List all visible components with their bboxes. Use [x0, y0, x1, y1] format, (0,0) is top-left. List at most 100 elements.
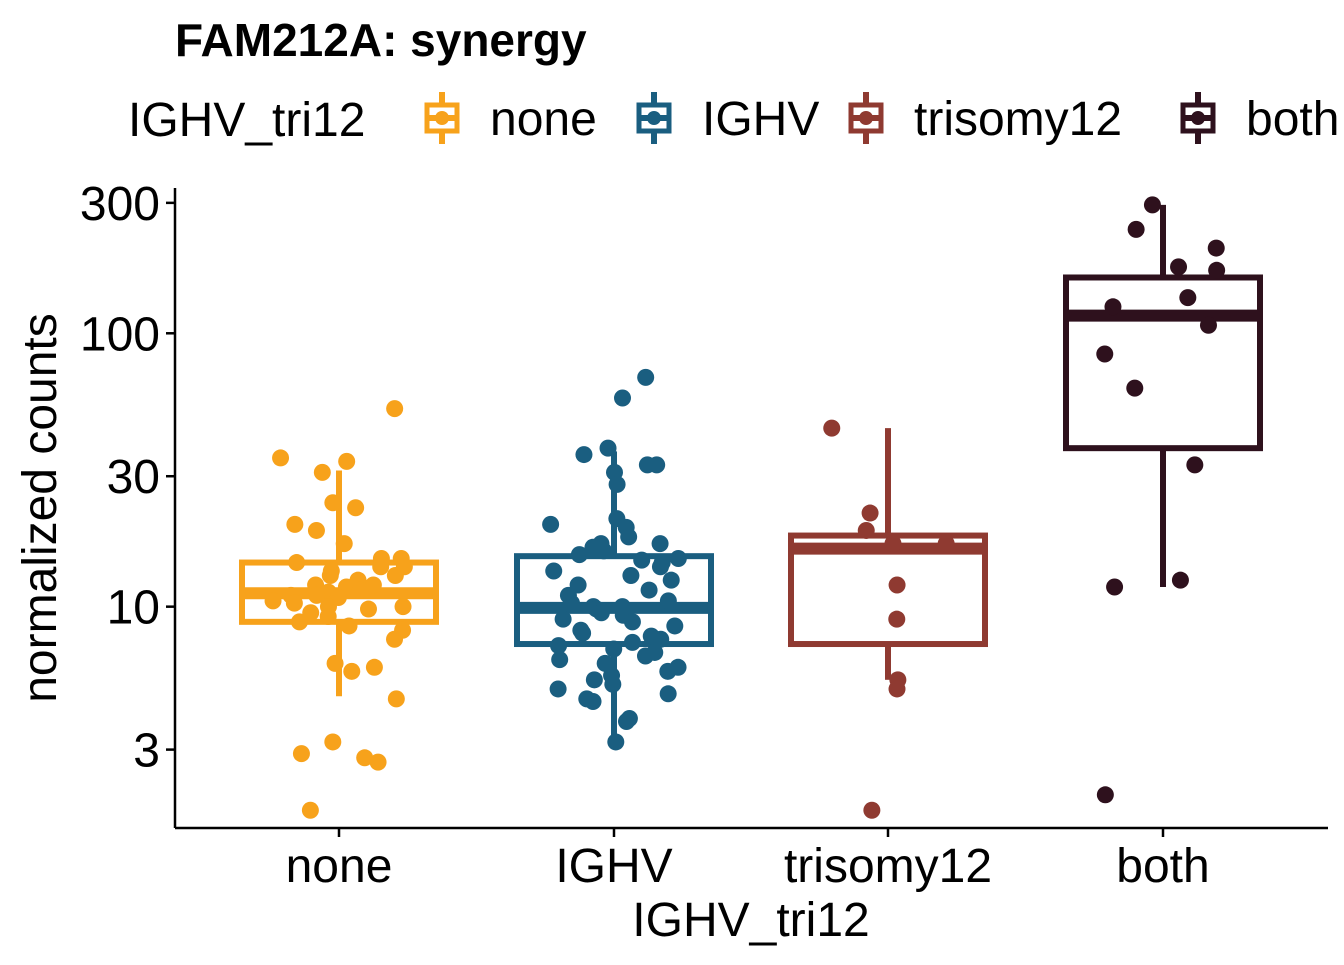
legend: none IGHV trisomy12 both	[424, 92, 1339, 146]
point	[662, 571, 680, 589]
point	[356, 749, 374, 767]
point	[264, 592, 282, 610]
legend-item-none: none	[424, 92, 597, 146]
box-both	[1063, 204, 1263, 588]
point	[288, 554, 306, 572]
legend-label: none	[490, 93, 597, 146]
x-axis: none IGHV trisomy12 both	[175, 826, 1328, 893]
point	[394, 598, 412, 616]
legend-key-point	[859, 111, 873, 125]
box-body	[1063, 274, 1263, 452]
point	[386, 400, 404, 418]
point	[292, 745, 310, 763]
point	[324, 733, 342, 751]
y-tick-label: 3	[133, 725, 160, 778]
point	[347, 499, 365, 517]
point	[659, 592, 677, 610]
point	[554, 610, 572, 628]
legend-key-point	[647, 111, 661, 125]
point	[340, 617, 358, 635]
chart-title: FAM212A: synergy	[175, 14, 587, 66]
x-tick-label: none	[286, 840, 393, 893]
point	[623, 633, 641, 651]
x-tick-label: both	[1116, 840, 1209, 893]
point	[372, 558, 390, 576]
point	[604, 675, 622, 693]
point	[290, 613, 308, 631]
point	[633, 551, 651, 569]
legend-label: both	[1246, 93, 1339, 146]
point	[1171, 571, 1189, 589]
point	[659, 685, 677, 703]
point	[888, 576, 906, 594]
point	[666, 617, 684, 635]
point	[1208, 261, 1226, 279]
point	[562, 594, 580, 612]
point	[542, 515, 560, 533]
x-tick-label: trisomy12	[784, 840, 992, 893]
point	[863, 801, 881, 819]
point	[638, 456, 656, 474]
point	[622, 567, 640, 585]
y-axis-label: normalized counts	[14, 313, 67, 703]
point	[1199, 316, 1217, 334]
legend-title: IGHV_tri12	[128, 94, 365, 147]
point	[614, 389, 632, 407]
point	[286, 515, 304, 533]
points-both	[1096, 196, 1226, 804]
point	[937, 535, 955, 553]
point	[884, 535, 902, 553]
point	[599, 439, 617, 457]
point	[570, 546, 588, 564]
point	[324, 494, 342, 512]
legend-item-IGHV: IGHV	[636, 92, 819, 146]
point	[1127, 220, 1145, 238]
y-tick-label: 100	[80, 308, 160, 361]
y-axis: 3 10 30 100 300	[80, 178, 177, 828]
point	[575, 446, 593, 464]
y-tick-label: 10	[107, 582, 160, 635]
point	[308, 586, 326, 604]
points-IGHV	[542, 368, 687, 751]
legend-item-trisomy12: trisomy12	[848, 92, 1122, 146]
point	[365, 658, 383, 676]
point	[592, 604, 610, 622]
point	[1126, 379, 1144, 397]
point	[386, 567, 404, 585]
point	[1096, 786, 1114, 804]
legend-item-both: both	[1180, 92, 1339, 146]
box-trisomy12	[788, 428, 988, 680]
point	[387, 690, 405, 708]
y-tick-label: 300	[80, 178, 160, 231]
point	[335, 535, 353, 553]
point	[1106, 578, 1124, 596]
point	[823, 419, 841, 437]
point	[307, 521, 325, 539]
box-IGHV	[514, 451, 714, 739]
point	[623, 613, 641, 631]
point	[605, 640, 623, 658]
point	[640, 581, 658, 599]
point	[574, 624, 592, 642]
point	[326, 654, 344, 672]
point	[369, 753, 387, 771]
point	[351, 581, 369, 599]
point	[1170, 258, 1188, 276]
point	[550, 637, 568, 655]
x-axis-label: IGHV_tri12	[632, 894, 869, 947]
point	[321, 567, 339, 585]
point	[1186, 456, 1204, 474]
point	[386, 630, 404, 648]
point	[551, 651, 569, 669]
point	[313, 463, 331, 481]
point	[888, 680, 906, 698]
point	[1104, 298, 1122, 316]
point	[585, 671, 603, 689]
legend-label: trisomy12	[914, 93, 1122, 146]
point	[319, 608, 337, 626]
legend-key-point	[435, 111, 449, 125]
point	[549, 680, 567, 698]
points-none	[264, 400, 413, 819]
